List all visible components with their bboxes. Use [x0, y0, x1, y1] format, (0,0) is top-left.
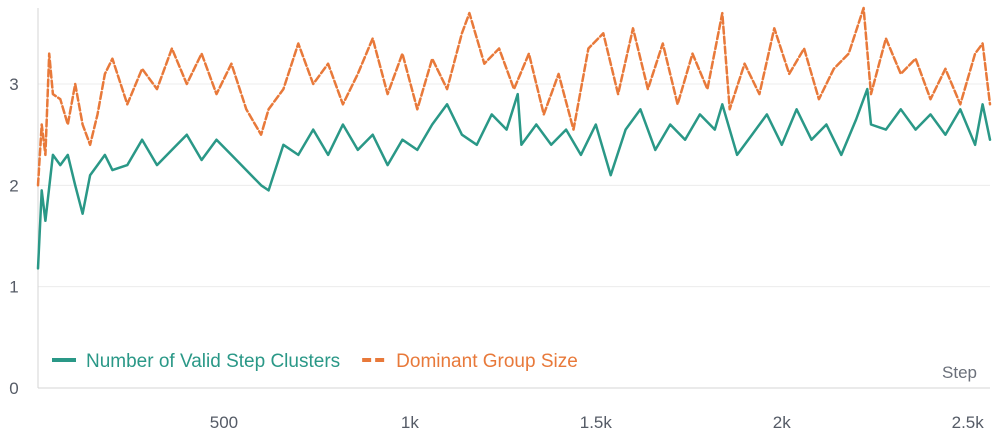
series-line-2 [36, 6, 992, 187]
y-tick-label: 3 [9, 75, 18, 94]
y-tick-label: 2 [9, 176, 18, 195]
tick-labels: 0 1 2 3 500 1k 1.5k 2k 2.5k [9, 75, 984, 432]
series-line-1 [36, 87, 992, 270]
y-tick-label: 0 [9, 379, 18, 398]
x-axis-title: Step [942, 363, 977, 382]
x-tick-label: 1k [401, 413, 419, 432]
y-tick-label: 1 [9, 278, 18, 297]
x-tick-label: 2k [773, 413, 791, 432]
legend-label-1: Number of Valid Step Clusters [86, 351, 340, 372]
legend: Number of Valid Step Clusters Dominant Gr… [52, 351, 578, 372]
gridlines [38, 83, 990, 288]
series-layer [36, 6, 992, 270]
x-tick-label: 500 [210, 413, 238, 432]
x-tick-label: 2.5k [952, 413, 985, 432]
legend-label-2: Dominant Group Size [396, 351, 578, 372]
axes [37, 8, 990, 389]
x-tick-label: 1.5k [580, 413, 613, 432]
